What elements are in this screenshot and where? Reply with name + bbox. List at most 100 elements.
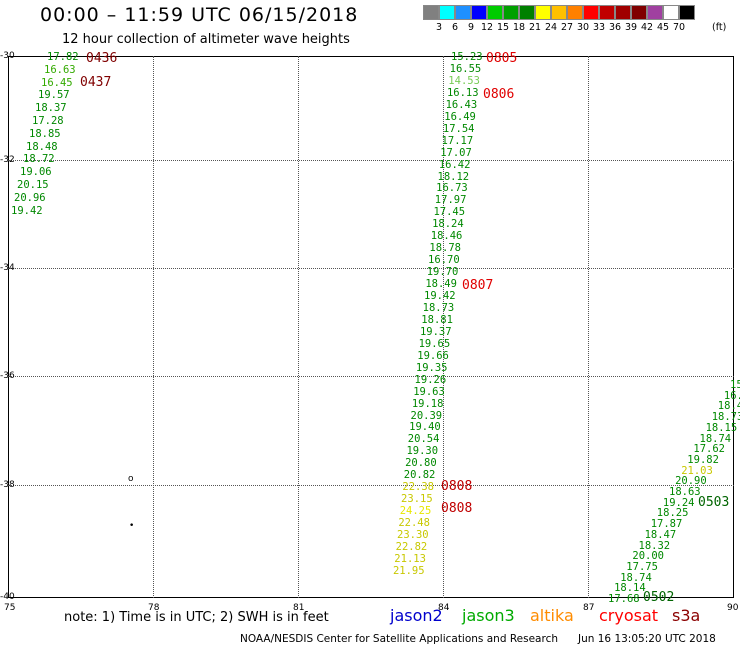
wave-height-value: 21.13 xyxy=(394,552,426,565)
wave-height-value: 16.49 xyxy=(444,110,476,123)
legend-s3a: s3a xyxy=(672,606,701,625)
wave-height-value: 17.82 xyxy=(47,51,79,63)
color-swatch xyxy=(567,5,583,20)
scale-unit: (ft) xyxy=(712,22,727,33)
legend-altika: altika xyxy=(530,606,574,625)
color-swatch xyxy=(519,5,535,20)
wave-height-value: 18.72 xyxy=(23,153,55,166)
lat-label: -38 xyxy=(0,480,15,490)
wave-height-value: 17.07 xyxy=(440,146,472,159)
units-note: note: 1) Time is in UTC; 2) SWH is in fe… xyxy=(64,610,329,625)
island-marker: • xyxy=(129,521,135,531)
color-scale-label: 33 xyxy=(592,22,606,33)
wave-height-value: 19.06 xyxy=(20,166,52,179)
color-swatch xyxy=(535,5,551,20)
color-scale-cell: 15 xyxy=(487,5,509,33)
color-swatch xyxy=(471,5,487,20)
legend-jason2: jason2 xyxy=(390,606,443,625)
wave-height-value: 18.37 xyxy=(35,102,67,115)
color-scale-cell: 70 xyxy=(663,5,685,33)
wave-height-value: 14.53 xyxy=(448,74,480,87)
lon-gridline xyxy=(443,56,444,598)
wave-height-value: 17.75 xyxy=(626,560,658,573)
color-scale-label: 70 xyxy=(672,22,686,33)
color-swatch xyxy=(631,5,647,20)
color-swatch xyxy=(615,5,631,20)
wave-height-value: 18.12 xyxy=(437,170,470,183)
color-scale-cell: 6 xyxy=(439,5,458,33)
wave-height-value: 19.35 xyxy=(415,361,448,374)
wave-height-value: 19.65 xyxy=(418,337,451,350)
wave-height-value: 19.57 xyxy=(38,89,70,102)
wave-height-value: 20.90 xyxy=(675,475,707,488)
wave-height-value: 17.68 xyxy=(608,593,640,605)
wave-height-value: 18.32 xyxy=(638,539,671,552)
wave-height-value: 17.62 xyxy=(693,443,725,456)
credit-line: NOAA/NESDIS Center for Satellite Applica… xyxy=(240,633,558,645)
wave-height-value: 16.55 xyxy=(449,62,482,75)
color-scale-cell: 27 xyxy=(551,5,573,33)
wave-height-value: 19.63 xyxy=(413,385,445,398)
color-swatch xyxy=(583,5,599,20)
color-scale-label: 12 xyxy=(480,22,494,33)
color-scale-cell: 45 xyxy=(647,5,669,33)
wave-height-value: 18.47 xyxy=(644,528,677,541)
wave-height-value: 18.47 xyxy=(717,400,740,413)
wave-height-value: 20.39 xyxy=(410,409,443,422)
wave-height-value: 18.85 xyxy=(29,127,61,140)
time-label: 0808 xyxy=(441,479,473,494)
color-swatch xyxy=(487,5,503,20)
wave-height-value: 18.49 xyxy=(425,278,457,291)
wave-height-value: 16.43 xyxy=(445,98,478,111)
wave-height-value: 18.48 xyxy=(26,140,58,153)
wave-height-value: 16.63 xyxy=(44,63,76,76)
color-scale-label: 39 xyxy=(624,22,638,33)
wave-height-value: 16.42 xyxy=(438,158,471,171)
lon-label: 90 xyxy=(727,603,739,613)
wave-height-value: 17.45 xyxy=(433,206,466,219)
generated-timestamp: Jun 16 13:05:20 UTC 2018 xyxy=(578,633,716,645)
lat-label: -36 xyxy=(0,371,15,381)
wave-height-value: 17.17 xyxy=(441,134,474,147)
color-swatch xyxy=(679,5,695,20)
lat-gridline xyxy=(8,485,734,486)
wave-height-value: 19.66 xyxy=(417,349,449,362)
wave-height-value: 17.87 xyxy=(650,518,683,531)
wave-height-value: 24.25 xyxy=(399,505,432,518)
color-scale-cell: 9 xyxy=(455,5,474,33)
wave-height-value: 20.82 xyxy=(403,469,436,482)
wave-height-value: 15.23 xyxy=(451,51,483,63)
wave-height-value: 16.70 xyxy=(428,254,460,267)
lon-label: 87 xyxy=(583,603,595,613)
wave-height-value: 18.63 xyxy=(669,486,701,498)
time-label: 0808 xyxy=(441,501,473,516)
wave-height-value: 20.80 xyxy=(405,457,437,470)
color-scale: 3 6 9 12 15 18 21 24 27 30 33 36 39 42 45 70 xyxy=(423,5,695,33)
color-scale-label: 6 xyxy=(451,22,459,33)
wave-height-value: 22.82 xyxy=(395,540,428,553)
wave-height-value: 18.14 xyxy=(614,582,646,595)
lon-gridline xyxy=(588,56,589,598)
wave-height-value: 21.95 xyxy=(392,564,425,577)
wave-height-value: 16.9 xyxy=(723,389,740,402)
lon-label: 78 xyxy=(148,603,160,613)
color-scale-cell: 39 xyxy=(615,5,637,33)
wave-height-value: 20.54 xyxy=(407,433,440,446)
color-scale-cell: 36 xyxy=(599,5,621,33)
color-swatch xyxy=(503,5,519,20)
color-scale-label: 42 xyxy=(640,22,654,33)
wave-height-value: 17.28 xyxy=(32,115,64,127)
color-scale-label: 30 xyxy=(576,22,590,33)
color-swatch xyxy=(599,5,615,20)
lon-label: 84 xyxy=(438,603,450,613)
color-scale-label: 18 xyxy=(512,22,526,33)
color-scale-cell: 18 xyxy=(503,5,525,33)
legend-cryosat: cryosat xyxy=(599,606,659,625)
lat-gridline xyxy=(8,160,734,161)
color-scale-cell: 3 xyxy=(423,5,442,33)
wave-height-value: 16.13 xyxy=(446,86,479,99)
wave-height-value: 19.82 xyxy=(687,453,719,466)
wave-height-value: 16.45 xyxy=(41,76,73,89)
wave-height-value: 15. xyxy=(730,379,740,391)
color-swatch xyxy=(439,5,455,20)
